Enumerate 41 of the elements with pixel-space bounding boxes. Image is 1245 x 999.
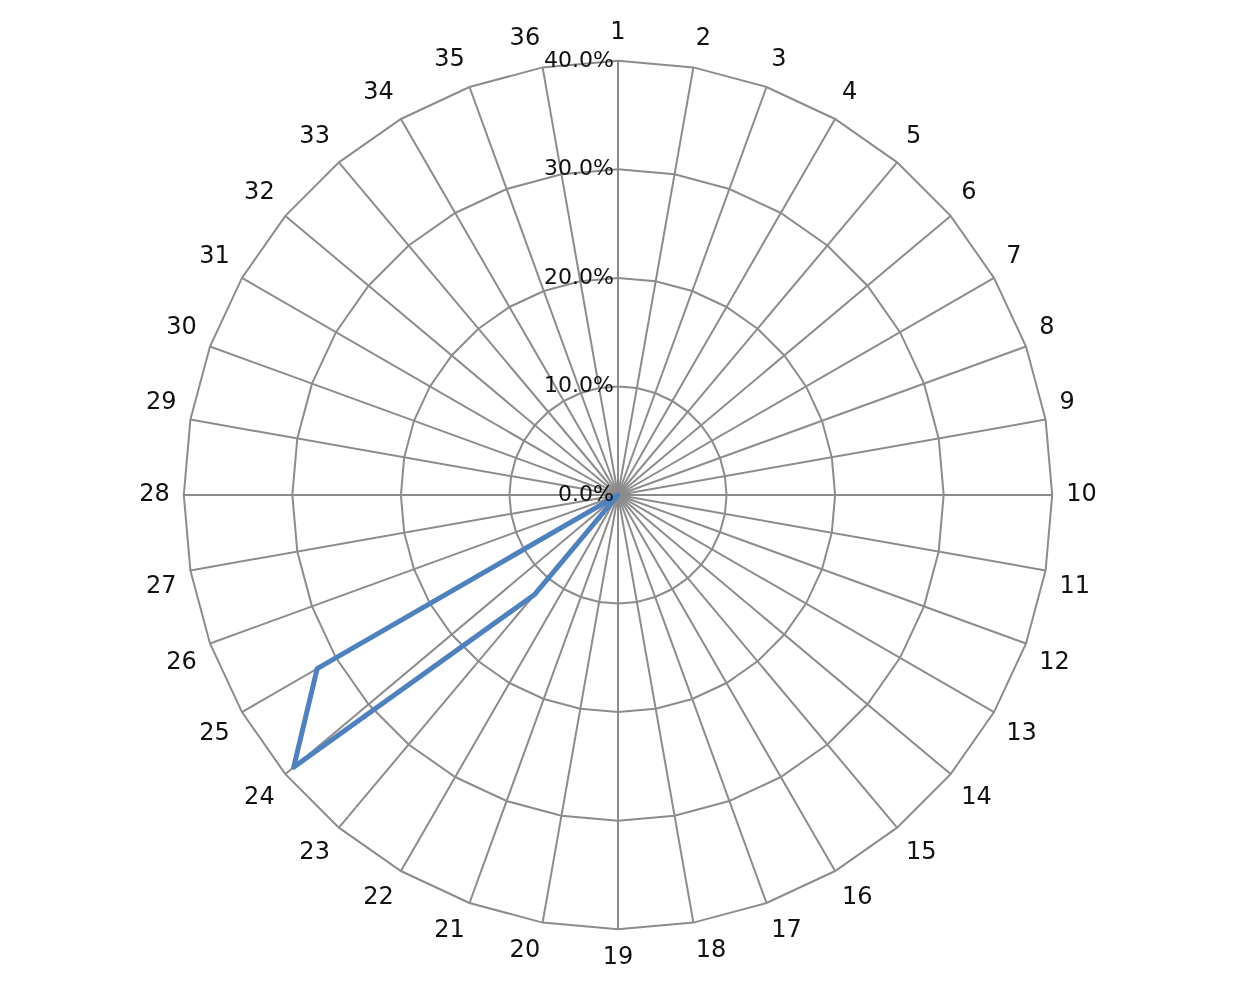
spoke-label: 9 (1059, 387, 1075, 416)
y-tick-label: 20.0% (544, 263, 614, 289)
y-tick-label: 0.0% (558, 480, 614, 506)
spoke-label: 17 (771, 914, 802, 943)
spoke-label: 30 (166, 311, 197, 340)
y-tick-label: 10.0% (544, 372, 614, 398)
spoke-label: 26 (166, 646, 197, 675)
spoke-label: 4 (842, 76, 858, 105)
spoke-label: 27 (146, 571, 177, 600)
spoke-label: 33 (299, 121, 330, 150)
spoke-label: 16 (842, 881, 873, 910)
spoke-label: 2 (695, 23, 712, 52)
spoke-label: 10 (1066, 479, 1097, 508)
spoke-label: 32 (244, 176, 275, 205)
spoke-label: 35 (434, 43, 465, 72)
spoke-label: 20 (509, 935, 541, 964)
spoke-label: 7 (1006, 240, 1022, 269)
spoke-label: 11 (1059, 571, 1090, 600)
spoke-label: 18 (695, 935, 727, 964)
spoke-label: 6 (961, 176, 977, 205)
spoke-label: 15 (906, 836, 937, 865)
y-tick-label: 30.0% (544, 155, 614, 181)
spoke-label: 19 (602, 941, 634, 970)
spoke-label: 29 (146, 387, 177, 416)
spoke-label: 12 (1039, 646, 1070, 675)
y-tick-label: 40.0% (544, 46, 614, 72)
spoke-label: 5 (906, 121, 922, 150)
spoke-label: 14 (961, 781, 992, 810)
spoke-label: 25 (199, 717, 230, 746)
spoke-label: 8 (1039, 311, 1055, 340)
spoke-label: 22 (363, 881, 394, 910)
spoke-label: 21 (434, 914, 465, 943)
spoke-label: 36 (509, 23, 541, 52)
spoke-label: 23 (299, 836, 330, 865)
spoke-label: 24 (244, 781, 275, 810)
spoke-label: 34 (363, 76, 394, 105)
spoke-label: 13 (1006, 717, 1037, 746)
spoke-label: 3 (771, 43, 787, 72)
spoke-label: 28 (139, 479, 170, 508)
spoke-label: 1 (610, 16, 626, 45)
spoke-label: 31 (199, 240, 230, 269)
